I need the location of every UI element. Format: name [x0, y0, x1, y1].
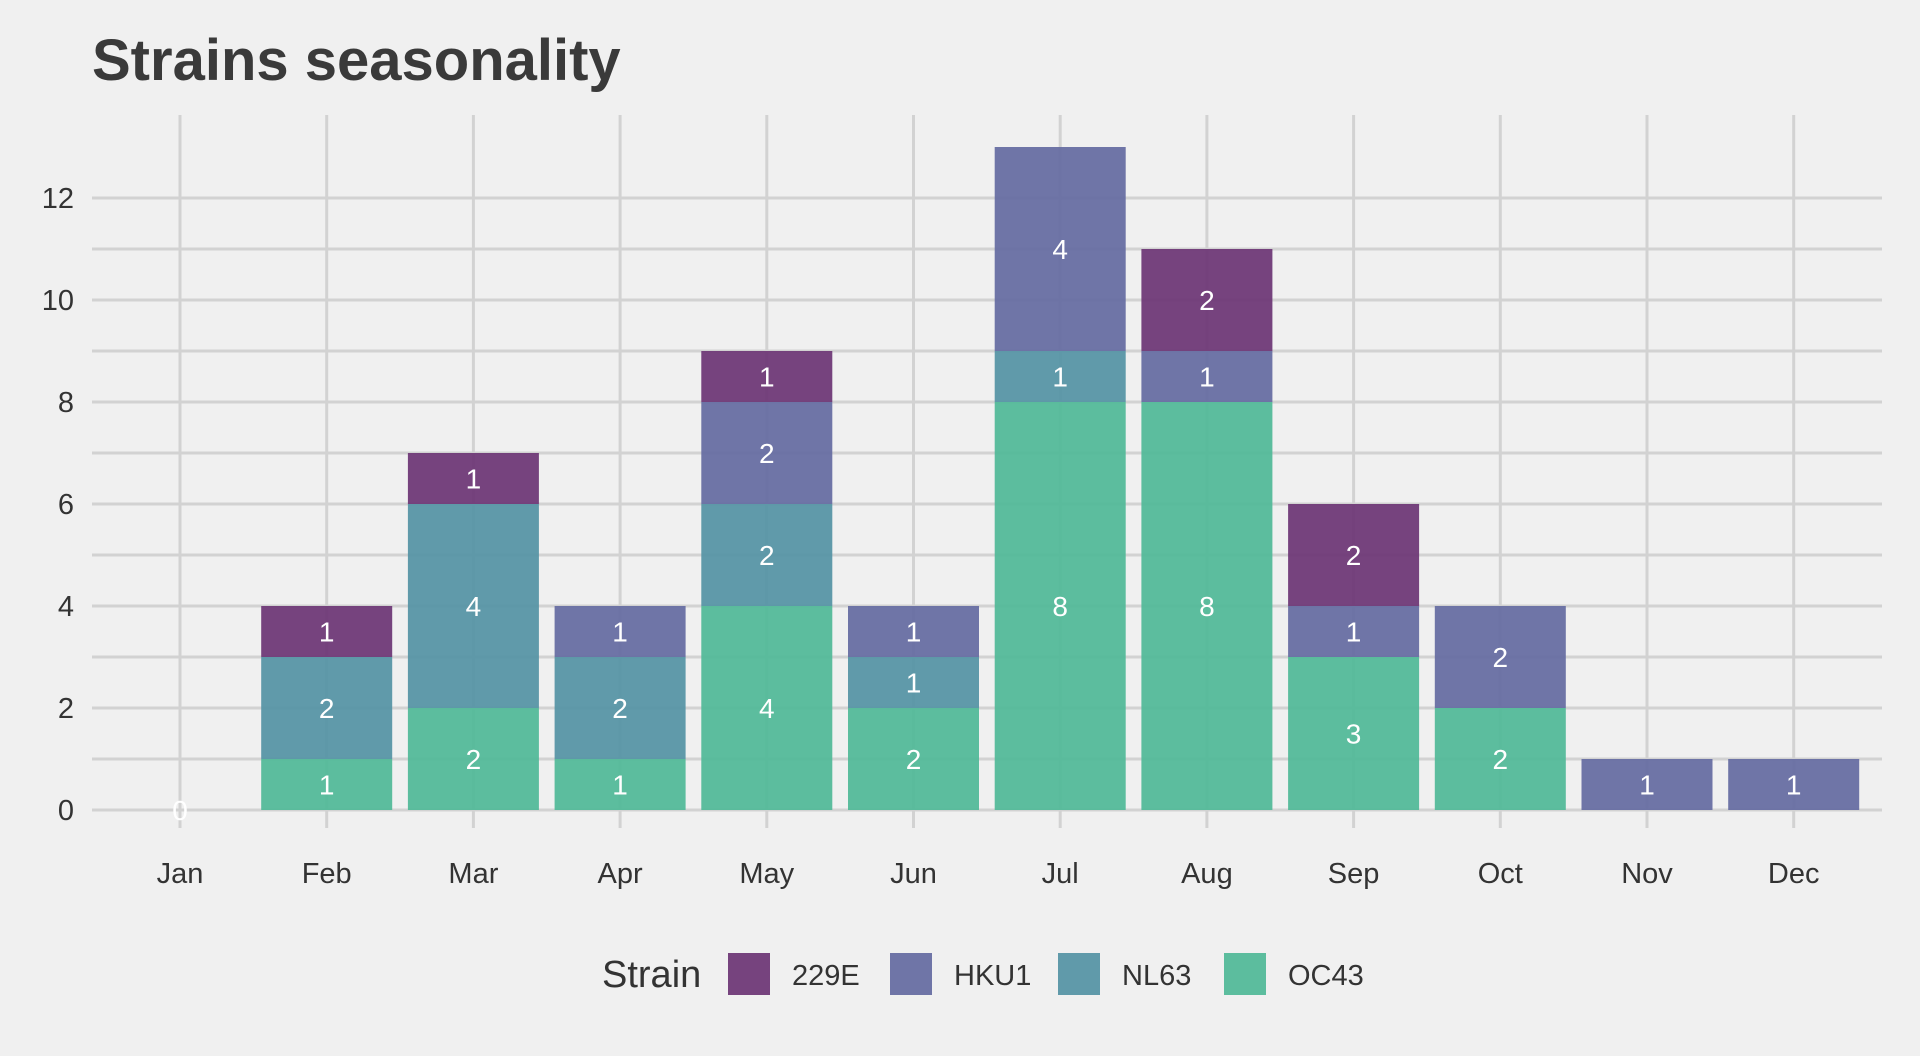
bar-value-label: 1 — [1786, 770, 1802, 801]
legend-label: HKU1 — [954, 960, 1031, 992]
legend-label: 229E — [792, 960, 860, 992]
bar-value-label: 1 — [1639, 770, 1655, 801]
bar-segment — [1141, 402, 1273, 810]
chart-title: Strains seasonality — [92, 28, 621, 93]
legend-swatch — [728, 953, 770, 995]
bar-value-label: 4 — [466, 591, 482, 622]
y-tick-label: 2 — [58, 693, 74, 725]
bar-segment — [994, 147, 1126, 351]
bar-value-label: 2 — [1346, 540, 1362, 571]
x-tick-label: Jun — [890, 858, 937, 890]
bar-value-label: 2 — [319, 693, 335, 724]
bar-value-label: 3 — [1346, 719, 1362, 750]
x-tick-label: Sep — [1328, 858, 1380, 890]
bar-segment — [1581, 759, 1713, 810]
bar-segment — [1288, 606, 1420, 657]
x-tick-label: Oct — [1478, 858, 1523, 890]
bar-segment — [261, 759, 393, 810]
legend-swatch — [1224, 953, 1266, 995]
bar-value-label: 2 — [1199, 285, 1215, 316]
bar-segment — [554, 606, 686, 657]
bar-segment — [848, 708, 979, 810]
y-tick-label: 10 — [42, 285, 74, 317]
bar-segment — [407, 708, 539, 810]
bar-value-label: 1 — [466, 464, 482, 495]
bar-value-label: 2 — [759, 438, 775, 469]
legend-swatch — [1058, 953, 1100, 995]
bar-value-label: 1 — [759, 362, 775, 393]
x-tick-label: Nov — [1621, 858, 1673, 890]
bar-value-label: 2 — [466, 744, 482, 775]
bar-segment — [994, 402, 1126, 810]
legend: Strain 229E HKU1 NL63 OC43 — [602, 953, 1364, 996]
bar-value-label: 1 — [1346, 617, 1362, 648]
bar-segment — [701, 504, 833, 606]
x-tick-label: Mar — [448, 858, 498, 890]
bar-value-label: 1 — [1052, 362, 1068, 393]
x-tick-label: Jul — [1042, 858, 1079, 890]
bar-value-label: 4 — [1052, 234, 1068, 265]
bar-value-label: 2 — [1493, 642, 1509, 673]
bar-value-label: 8 — [1199, 591, 1215, 622]
bar-segment — [261, 657, 393, 759]
y-tick-label: 4 — [58, 591, 74, 623]
bar-value-label: 2 — [1493, 744, 1509, 775]
legend-title: Strain — [602, 954, 701, 996]
y-tick-label: 8 — [58, 387, 74, 419]
bar-value-label: 1 — [906, 668, 922, 699]
legend-swatch — [890, 953, 932, 995]
bar-segment — [848, 606, 979, 657]
legend-label: OC43 — [1288, 960, 1364, 992]
bar-value-label: 1 — [906, 617, 922, 648]
bar-segment — [1141, 351, 1273, 402]
bar-segment — [554, 657, 686, 759]
bar-value-label: 4 — [759, 693, 775, 724]
bar-segment — [1288, 657, 1420, 810]
bar-value-label: 8 — [1052, 591, 1068, 622]
x-tick-label: May — [739, 858, 794, 890]
bar-segment — [1288, 504, 1420, 606]
bar-segment — [1434, 708, 1566, 810]
bar-value-label: 1 — [319, 617, 335, 648]
bar-value-label: 2 — [906, 744, 922, 775]
y-tick-label: 0 — [58, 795, 74, 827]
y-tick-label: 12 — [42, 183, 74, 215]
bar-segment — [848, 657, 979, 708]
bar-segment — [407, 504, 539, 708]
bar-total-label: 0 — [172, 795, 188, 826]
legend-label: NL63 — [1122, 960, 1191, 992]
bar-segment — [554, 759, 686, 810]
x-tick-label: Dec — [1768, 858, 1820, 890]
bar-segment — [994, 351, 1126, 402]
bar-segment — [701, 402, 833, 504]
y-tick-label: 6 — [58, 489, 74, 521]
bar-segment — [1434, 606, 1566, 708]
x-tick-label: Jan — [157, 858, 204, 890]
bar-value-label: 2 — [759, 540, 775, 571]
x-tick-label: Feb — [302, 858, 352, 890]
bar-segment — [701, 351, 833, 402]
bar-value-label: 1 — [612, 617, 628, 648]
bar-value-label: 1 — [612, 770, 628, 801]
bar-value-label: 1 — [319, 770, 335, 801]
bar-segment — [701, 606, 833, 810]
bar-segment — [1141, 249, 1273, 351]
x-tick-label: Aug — [1181, 858, 1233, 890]
bar-segment — [407, 453, 539, 504]
bar-segment — [1728, 759, 1860, 810]
bar-segment — [261, 606, 393, 657]
bar-value-label: 1 — [1199, 362, 1215, 393]
bars — [261, 147, 1860, 810]
x-tick-label: Apr — [598, 858, 643, 890]
bar-value-label: 2 — [612, 693, 628, 724]
